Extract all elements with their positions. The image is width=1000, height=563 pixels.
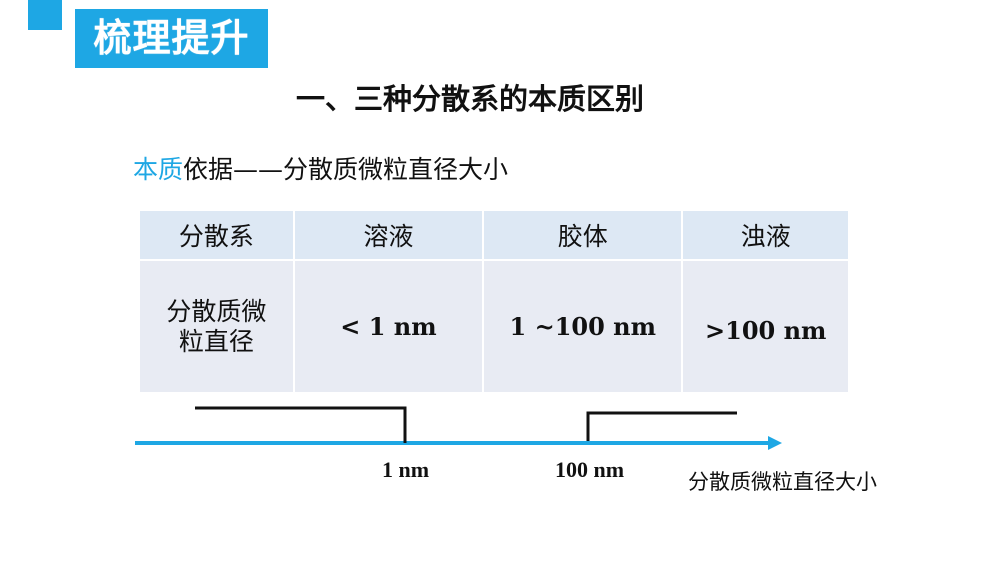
subtitle: 本质依据——分散质微粒直径大小 [133,150,508,186]
header-cell: 分散系 [138,209,295,261]
axis-label: 分散质微粒直径大小 [688,470,877,494]
solution-range-bracket [195,406,407,443]
subtitle-highlight: 本质 [133,155,184,184]
row-label: 分散质微粒直径 [138,259,295,394]
table-row: 分散质微粒直径 < 1 nm 1 ~100 nm >100 nm [138,259,850,394]
header-cell: 溶液 [292,209,485,261]
page-heading: 一、三种分散系的本质区别 [295,82,644,116]
table-cell: >100 nm [681,259,850,394]
header-cell: 胶体 [482,209,684,261]
table-header-row: 分散系 溶液 胶体 浊液 [138,209,850,261]
header-cell: 浊液 [681,209,850,261]
axis-arrow-icon [768,436,782,450]
decorative-square [28,0,62,30]
dispersion-table: 分散系 溶液 胶体 浊液 分散质微粒直径 < 1 nm 1 ~100 nm >1… [138,209,850,394]
row-label-text: 分散质微粒直径 [166,296,267,356]
table-cell: 1 ~100 nm [482,259,684,394]
suspension-range-bracket [586,411,737,441]
tick-label-1nm: 1 nm [382,457,430,482]
title-badge: 梳理提升 [75,9,268,68]
subtitle-text: 依据——分散质微粒直径大小 [183,155,509,184]
tick-label-100nm: 100 nm [555,457,625,482]
table-cell: < 1 nm [292,259,485,394]
